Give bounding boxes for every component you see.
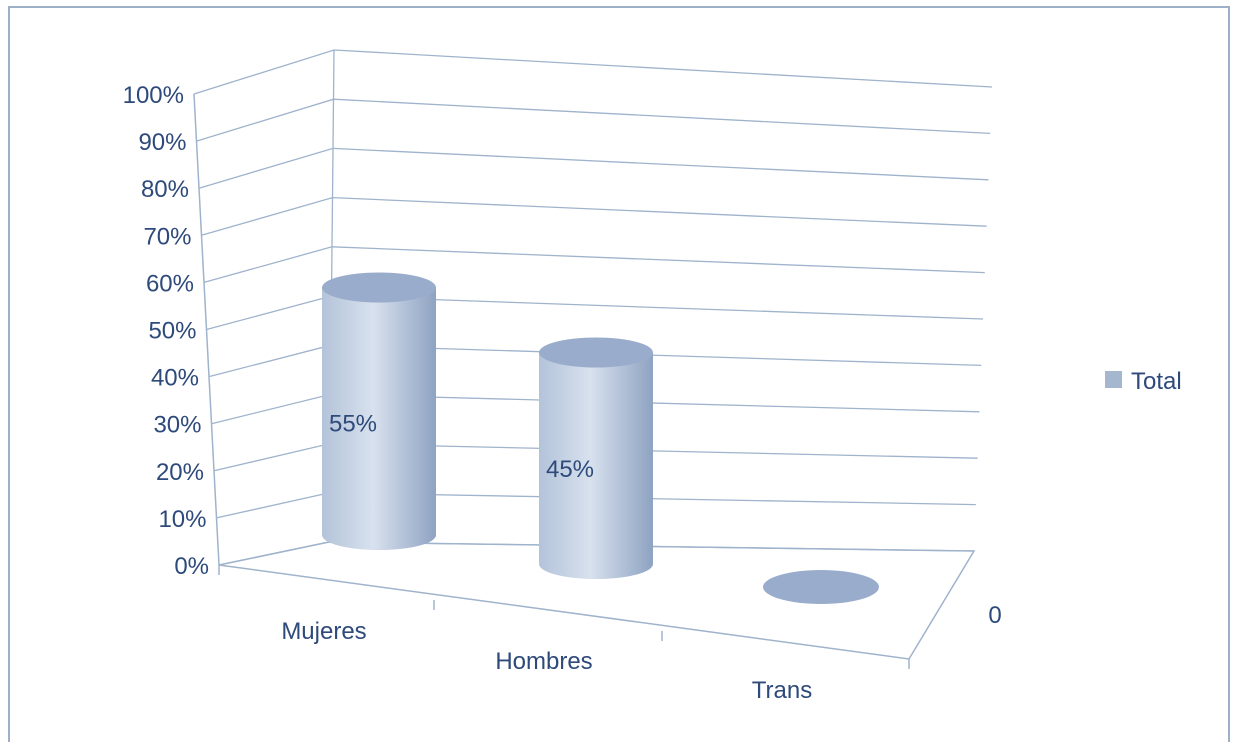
gridline xyxy=(198,147,989,189)
bar-data-label: 45% xyxy=(546,456,594,483)
bar-data-label: 55% xyxy=(329,411,377,438)
y-tick-label: 30% xyxy=(153,412,201,439)
chart-frame: 0% 10% 20% 30% 40% 50% 60% 70% 80% 90% 100% Mujeres… xyxy=(8,6,1230,742)
gridline xyxy=(193,49,993,95)
y-tick-label: 50% xyxy=(148,318,196,345)
y-tick-label: 60% xyxy=(146,270,194,297)
legend: Total xyxy=(1105,368,1182,395)
x-category-label: Trans xyxy=(752,677,812,704)
gridline xyxy=(201,196,987,236)
y-tick-label: 20% xyxy=(156,459,204,486)
bar-cylinder-body xyxy=(539,352,653,579)
y-tick-label: 10% xyxy=(158,506,206,533)
y-tick-label: 100% xyxy=(123,82,184,109)
legend-swatch-total xyxy=(1105,371,1122,388)
gridline xyxy=(196,98,991,142)
gridline xyxy=(203,246,985,284)
bar-cylinder-top xyxy=(322,272,436,303)
y-tick-label: 40% xyxy=(151,365,199,392)
bars xyxy=(322,272,879,604)
depth-axis-label: 0 xyxy=(988,602,1001,629)
bar-cylinder-top xyxy=(539,337,653,368)
y-tick-label: 0% xyxy=(174,553,209,580)
x-category-label: Mujeres xyxy=(281,618,366,645)
bar-cylinder-body xyxy=(322,287,436,550)
legend-label-total: Total xyxy=(1131,368,1182,395)
y-tick-label: 80% xyxy=(141,176,189,203)
y-tick-label: 70% xyxy=(143,223,191,250)
y-axis-line xyxy=(193,93,220,566)
bar-cylinder-top xyxy=(763,570,879,604)
floor xyxy=(218,541,976,660)
cylinder-chart: 0% 10% 20% 30% 40% 50% 60% 70% 80% 90% 100% Mujeres… xyxy=(123,49,1182,704)
axes xyxy=(193,93,976,669)
labels: 0% 10% 20% 30% 40% 50% 60% 70% 80% 90% 100% Mujeres… xyxy=(123,82,1002,704)
y-tick-label: 90% xyxy=(138,129,186,156)
x-category-label: Hombres xyxy=(495,648,592,675)
